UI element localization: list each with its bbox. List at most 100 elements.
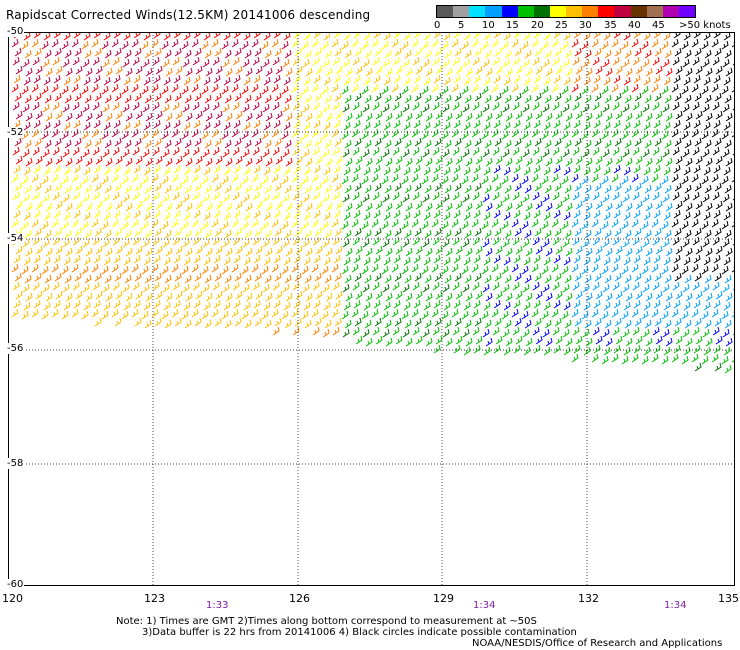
wind-barb [102,283,110,293]
wind-barb [714,227,722,237]
wind-barb [465,247,473,257]
lat-label-58: -58 [6,458,25,469]
wind-barb [451,83,459,93]
wind-barb [682,238,690,248]
wind-barb [451,308,459,318]
wind-barb [432,326,440,336]
wind-barb [521,310,529,320]
wind-barb [613,209,621,219]
wind-barb [542,283,550,293]
wind-barb [471,128,479,138]
wind-barb [234,182,242,192]
wind-barb [484,274,492,284]
wind-barb [602,238,610,248]
wind-barb [632,56,640,66]
wind-barb [504,229,512,239]
wind-barb [111,218,119,228]
wind-barb [151,218,159,228]
wind-barb [702,193,710,203]
wind-barb [31,128,39,138]
wind-barb [41,85,49,95]
wind-barb [402,238,410,248]
wind-barb [511,128,519,138]
wind-barb [545,202,553,212]
wind-barb [363,121,371,131]
wind-barb [363,32,371,41]
wind-barb [395,155,403,165]
wind-barb [201,130,209,140]
wind-barb [255,200,263,210]
wind-barb [384,274,392,284]
wind-barb [414,92,422,102]
wind-barb [232,191,240,201]
wind-barb [191,173,199,183]
wind-barb [123,166,131,176]
wind-barb [392,236,400,246]
wind-barb [235,245,243,255]
wind-barb [363,166,371,176]
wind-barb [492,236,500,246]
wind-barb [324,229,332,239]
wind-barb [592,191,600,201]
wind-barb [431,83,439,93]
wind-barb [633,254,641,264]
wind-barb [424,319,432,329]
wind-barb [293,299,301,309]
wind-barb [402,58,410,68]
wind-barb [565,247,573,257]
wind-barb [653,74,661,84]
wind-barb [153,74,161,84]
wind-barb [381,265,389,275]
wind-barb [373,299,381,309]
wind-barb [662,328,670,338]
wind-barb [323,256,331,266]
wind-barb [341,310,349,320]
wind-barb [12,281,20,291]
wind-barb [303,32,311,41]
wind-barb [163,211,171,221]
wind-barb [125,112,133,122]
wind-barb [264,229,272,239]
wind-barb [701,85,709,95]
wind-barb [183,301,191,311]
wind-barb [564,49,572,59]
wind-barb [171,83,179,93]
wind-barb [375,110,383,120]
wind-barb [192,236,200,246]
wind-barb [515,290,523,300]
wind-barb [585,157,593,167]
wind-barb [492,326,500,336]
wind-barb [475,65,483,75]
legend-swatch [485,6,502,17]
wind-barb [63,256,71,266]
wind-barb [385,247,393,257]
wind-barb [513,299,521,309]
wind-barb [185,112,193,122]
wind-barb [373,32,381,39]
wind-barb [683,346,691,356]
wind-barb [531,38,539,48]
wind-barb [53,164,61,174]
wind-barb [503,211,511,221]
wind-barb [344,184,352,194]
wind-barb [54,92,62,102]
wind-barb [103,32,111,41]
wind-barb [43,211,51,221]
wind-barb [221,310,229,320]
wind-barb [224,139,232,149]
wind-barb [594,137,602,147]
wind-barb [362,238,370,248]
wind-barb [552,146,560,156]
wind-barb [723,301,731,311]
wind-barb [63,166,71,176]
wind-barb [445,337,453,347]
wind-barb [551,83,559,93]
wind-barb [592,236,600,246]
wind-barb [241,130,249,140]
wind-barb [161,175,169,185]
wind-barb [365,157,373,167]
wind-barb [473,299,481,309]
wind-barb [594,272,602,282]
wind-barb [151,263,159,273]
wind-barb [602,58,610,68]
